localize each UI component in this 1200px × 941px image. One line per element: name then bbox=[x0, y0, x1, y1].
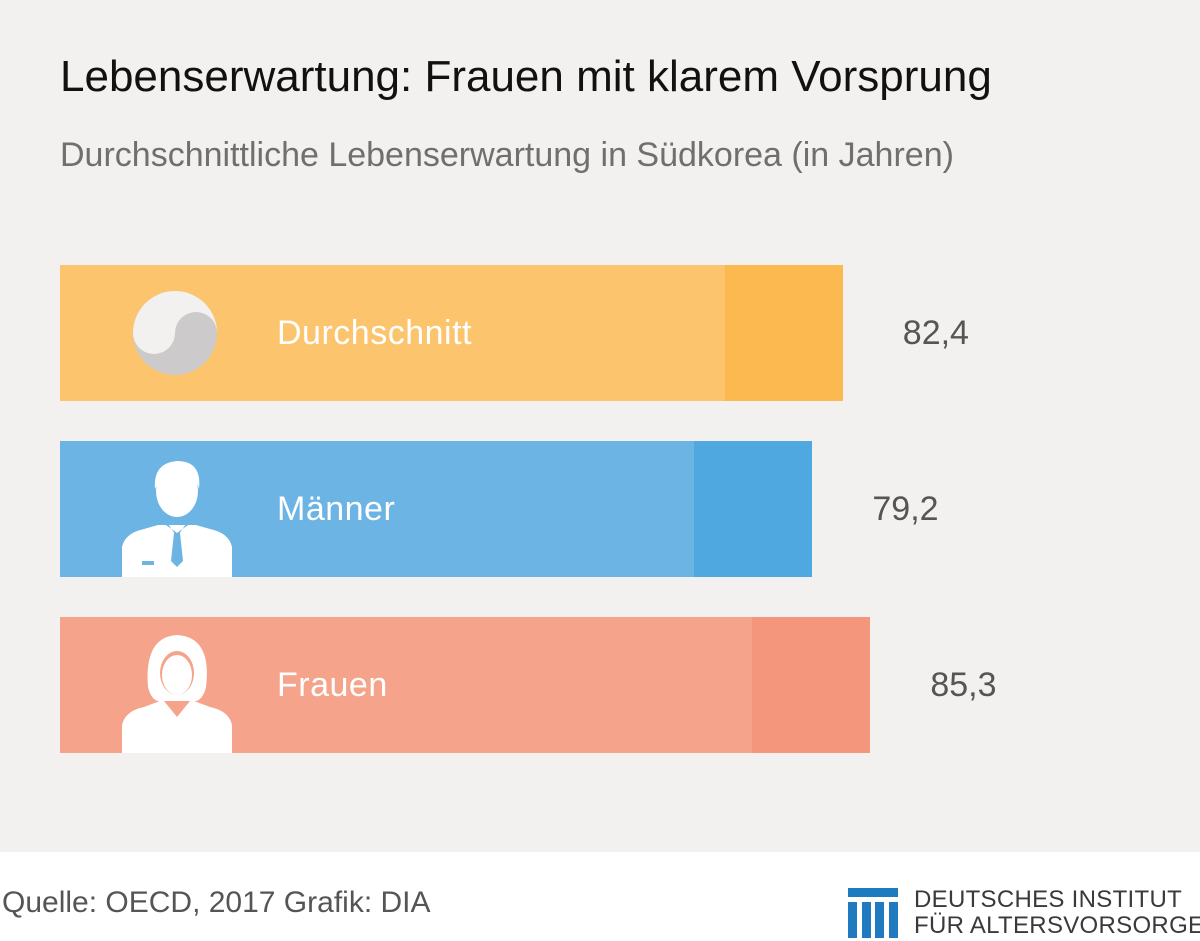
bar-list: Durchschnitt 82,4 Männer 79,2 Frauen 85,3 bbox=[60, 265, 997, 753]
bar-tip bbox=[752, 617, 871, 753]
dia-logo-icon bbox=[848, 888, 898, 938]
bar-icon-holder bbox=[122, 441, 232, 577]
bar-2: Männer bbox=[60, 441, 813, 577]
dia-logo: DEUTSCHES INSTITUT FÜR ALTERSVORSORGE bbox=[848, 884, 1200, 941]
bar-label: Durchschnitt bbox=[277, 314, 472, 352]
bar-label: Männer bbox=[277, 490, 396, 528]
bar-value-label: 82,4 bbox=[902, 314, 969, 352]
chart-area: Lebenserwartung: Frauen mit klarem Vorsp… bbox=[0, 0, 1200, 852]
chart-title: Lebenserwartung: Frauen mit klarem Vorsp… bbox=[60, 52, 992, 101]
bar-label: Frauen bbox=[277, 666, 388, 704]
chart-subtitle: Durchschnittliche Lebenserwartung in Süd… bbox=[60, 136, 954, 174]
bar-tip bbox=[724, 265, 843, 401]
bar-tip bbox=[694, 441, 813, 577]
logo-text-line-1: DEUTSCHES INSTITUT bbox=[914, 886, 1183, 913]
bar-value-label: 85,3 bbox=[930, 666, 997, 704]
source-note: Quelle: OECD, 2017 Grafik: DIA bbox=[2, 886, 431, 919]
bar-3: Frauen bbox=[60, 617, 871, 753]
yin-yang-icon bbox=[133, 291, 217, 375]
bar-icon-holder bbox=[122, 617, 232, 753]
bar-1: Durchschnitt bbox=[60, 265, 843, 401]
bar-icon-holder bbox=[120, 265, 230, 401]
man-icon bbox=[122, 461, 232, 577]
logo-text-line-2: FÜR ALTERSVORSORGE bbox=[914, 912, 1200, 939]
woman-icon bbox=[122, 635, 232, 753]
bar-value-label: 79,2 bbox=[872, 490, 939, 528]
